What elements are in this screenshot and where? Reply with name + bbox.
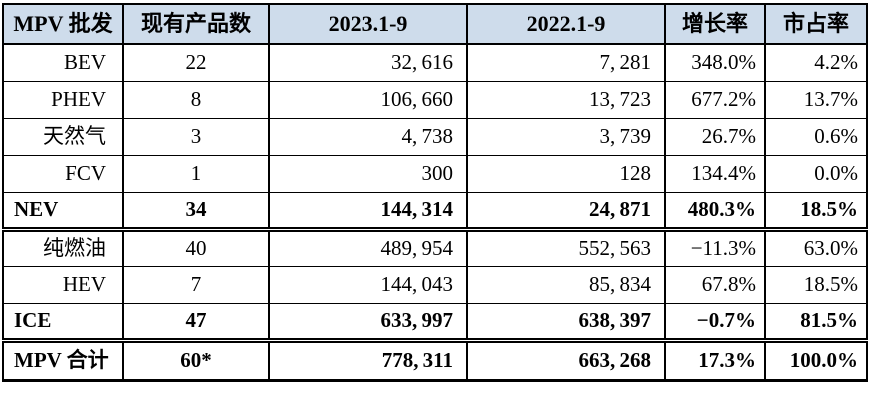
- cell-2023: 144, 043: [268, 265, 468, 304]
- cell-label: MPV 合计: [2, 339, 124, 381]
- cell-count: 1: [122, 154, 270, 193]
- cell-2022: 7, 281: [466, 43, 666, 82]
- cell-share: 18.5%: [764, 265, 868, 304]
- table-row-pure-fuel: 纯燃油 40 489, 954 552, 563 −11.3% 63.0%: [2, 228, 868, 267]
- cell-count: 22: [122, 43, 270, 82]
- cell-2023: 106, 660: [268, 80, 468, 119]
- table-row-natural-gas: 天然气 3 4, 738 3, 739 26.7% 0.6%: [2, 117, 868, 156]
- cell-growth: 134.4%: [664, 154, 766, 193]
- cell-growth: 67.8%: [664, 265, 766, 304]
- cell-label: FCV: [2, 154, 124, 193]
- cell-count: 7: [122, 265, 270, 304]
- cell-share: 81.5%: [764, 302, 868, 343]
- cell-growth: −0.7%: [664, 302, 766, 343]
- cell-2023: 4, 738: [268, 117, 468, 156]
- col-header-2022-1-9: 2022.1-9: [466, 3, 666, 45]
- cell-share: 100.0%: [764, 339, 868, 381]
- mpv-wholesale-table: MPV 批发 现有产品数 2023.1-9 2022.1-9 增长率 市占率 B…: [2, 3, 868, 382]
- cell-2022: 638, 397: [466, 302, 666, 343]
- cell-label: 纯燃油: [2, 228, 124, 267]
- cell-label: NEV: [2, 191, 124, 232]
- cell-growth: −11.3%: [664, 228, 766, 267]
- table-row-mpv-total: MPV 合计 60* 778, 311 663, 268 17.3% 100.0…: [2, 339, 868, 381]
- cell-2023: 300: [268, 154, 468, 193]
- table-row-bev: BEV 22 32, 616 7, 281 348.0% 4.2%: [2, 43, 868, 82]
- table-row-fcv: FCV 1 300 128 134.4% 0.0%: [2, 154, 868, 193]
- cell-growth: 26.7%: [664, 117, 766, 156]
- cell-2023: 633, 997: [268, 302, 468, 343]
- table-row-nev-subtotal: NEV 34 144, 314 24, 871 480.3% 18.5%: [2, 191, 868, 232]
- cell-2023: 144, 314: [268, 191, 468, 232]
- mpv-wholesale-table-container: MPV 批发 现有产品数 2023.1-9 2022.1-9 增长率 市占率 B…: [2, 3, 868, 382]
- cell-share: 63.0%: [764, 228, 868, 267]
- cell-share: 0.0%: [764, 154, 868, 193]
- cell-label: BEV: [2, 43, 124, 82]
- col-header-product-count: 现有产品数: [122, 3, 270, 45]
- cell-2022: 128: [466, 154, 666, 193]
- cell-2022: 3, 739: [466, 117, 666, 156]
- cell-growth: 677.2%: [664, 80, 766, 119]
- col-header-2023-1-9: 2023.1-9: [268, 3, 468, 45]
- cell-2022: 552, 563: [466, 228, 666, 267]
- col-header-mpv-wholesale: MPV 批发: [2, 3, 124, 45]
- cell-count: 8: [122, 80, 270, 119]
- cell-label: HEV: [2, 265, 124, 304]
- cell-share: 4.2%: [764, 43, 868, 82]
- cell-label: ICE: [2, 302, 124, 343]
- table-header: MPV 批发 现有产品数 2023.1-9 2022.1-9 增长率 市占率: [2, 3, 868, 45]
- cell-2022: 663, 268: [466, 339, 666, 381]
- cell-growth: 17.3%: [664, 339, 766, 381]
- cell-count: 60*: [122, 339, 270, 381]
- cell-2023: 489, 954: [268, 228, 468, 267]
- header-row: MPV 批发 现有产品数 2023.1-9 2022.1-9 增长率 市占率: [2, 3, 868, 45]
- cell-count: 3: [122, 117, 270, 156]
- cell-2022: 85, 834: [466, 265, 666, 304]
- cell-share: 18.5%: [764, 191, 868, 232]
- table-body: BEV 22 32, 616 7, 281 348.0% 4.2% PHEV 8…: [2, 43, 868, 381]
- table-row-ice-subtotal: ICE 47 633, 997 638, 397 −0.7% 81.5%: [2, 302, 868, 343]
- cell-count: 34: [122, 191, 270, 232]
- cell-2022: 24, 871: [466, 191, 666, 232]
- table-row-phev: PHEV 8 106, 660 13, 723 677.2% 13.7%: [2, 80, 868, 119]
- cell-share: 13.7%: [764, 80, 868, 119]
- cell-2023: 32, 616: [268, 43, 468, 82]
- cell-growth: 348.0%: [664, 43, 766, 82]
- cell-2022: 13, 723: [466, 80, 666, 119]
- table-row-hev: HEV 7 144, 043 85, 834 67.8% 18.5%: [2, 265, 868, 304]
- cell-2023: 778, 311: [268, 339, 468, 381]
- cell-label: PHEV: [2, 80, 124, 119]
- col-header-market-share: 市占率: [764, 3, 868, 45]
- cell-label: 天然气: [2, 117, 124, 156]
- cell-share: 0.6%: [764, 117, 868, 156]
- cell-count: 40: [122, 228, 270, 267]
- cell-growth: 480.3%: [664, 191, 766, 232]
- cell-count: 47: [122, 302, 270, 343]
- col-header-growth-rate: 增长率: [664, 3, 766, 45]
